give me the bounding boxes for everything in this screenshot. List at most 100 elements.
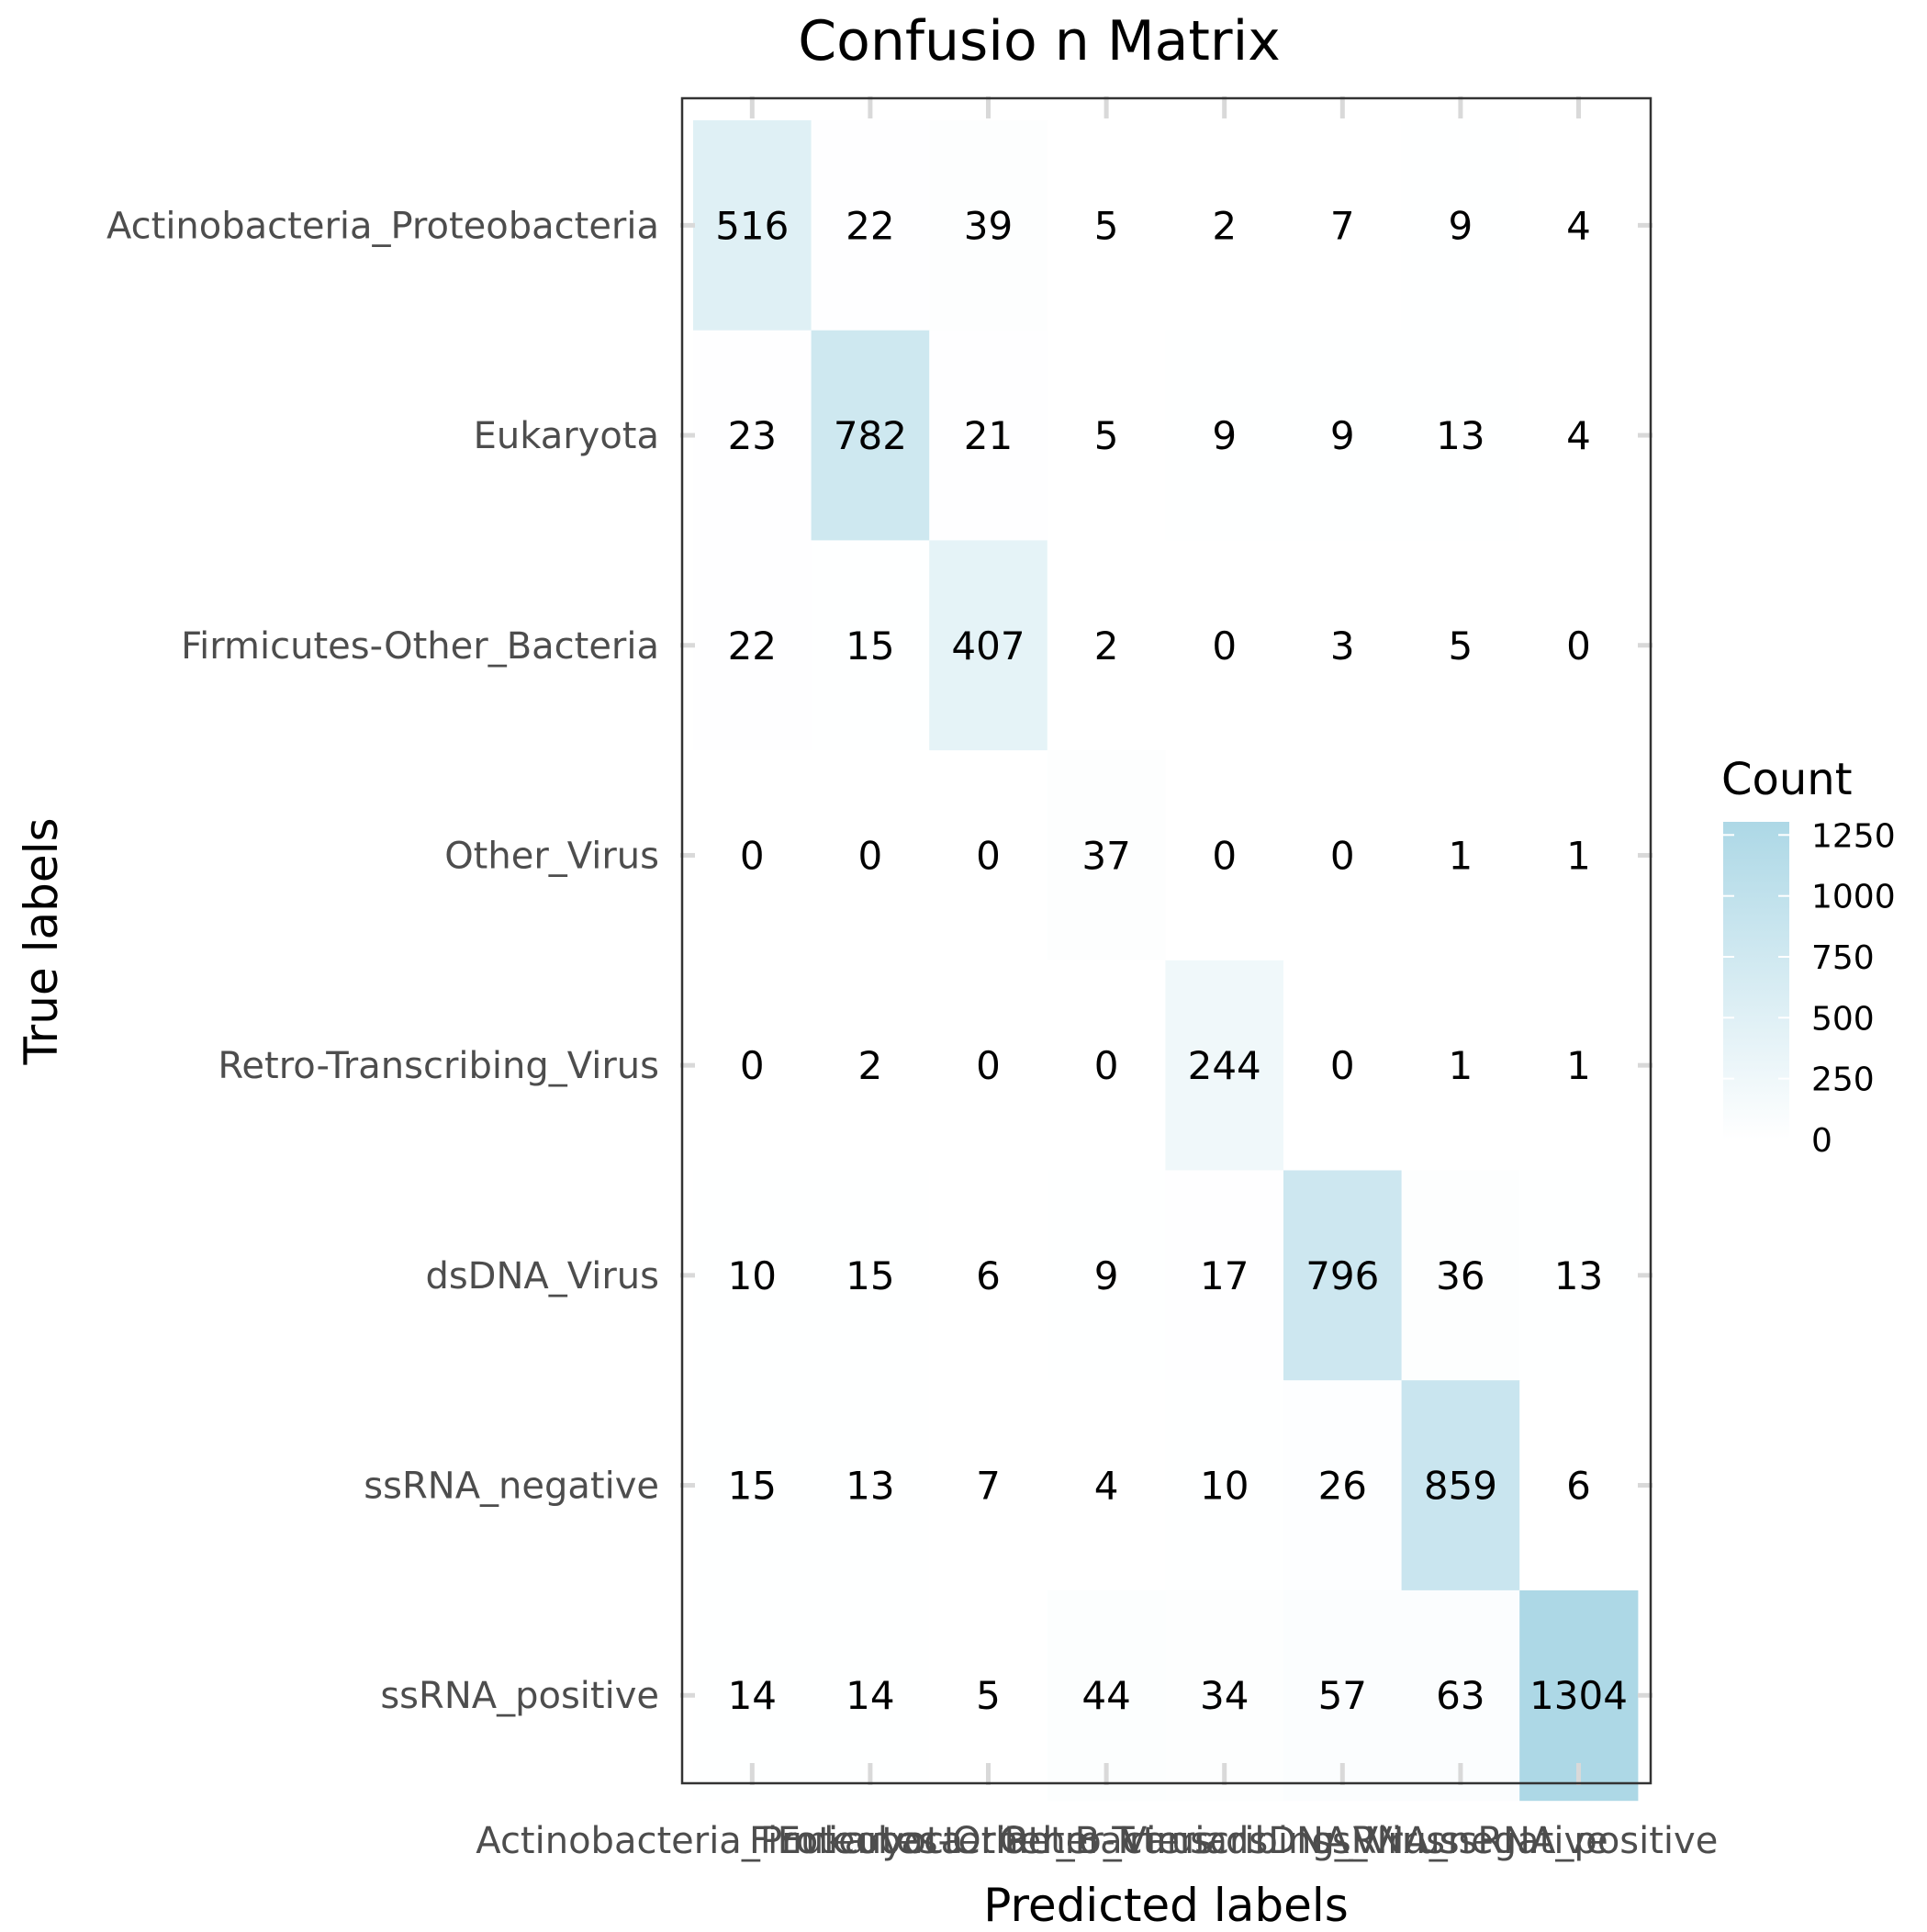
heatmap-cell (1401, 330, 1520, 541)
heatmap-cell (1401, 960, 1520, 1172)
cell-value-labels: 516 22 39 5 2 7 9 423 782 21 5 9 9 13 422 15 407 2 0 3 5 00 0 0… (715, 203, 1628, 1718)
cell-value-label: 5 (1094, 203, 1119, 248)
cell-value-label: 15 (846, 623, 894, 668)
y-axis-title: True labels (15, 817, 68, 1065)
legend-tick-label: 1000 (1811, 879, 1896, 916)
heatmap-cell (929, 120, 1048, 331)
legend-tick-label: 1250 (1811, 817, 1896, 855)
heatmap-cell (693, 1380, 812, 1591)
heatmap-cell (1283, 960, 1403, 1172)
cell-value-label: 796 (1305, 1253, 1379, 1298)
heatmap-cell (1401, 1170, 1520, 1381)
heatmap-cell (1283, 120, 1403, 331)
cell-value-label: 0 (1212, 833, 1237, 878)
cell-value-label: 0 (858, 833, 883, 878)
cell-value-label: 21 (964, 413, 1013, 458)
heatmap-cell (1283, 750, 1403, 961)
heatmap-cell (811, 750, 930, 961)
heatmap-cell (929, 540, 1048, 751)
cell-value-label: 9 (1330, 413, 1355, 458)
cell-value-label: 1 (1449, 833, 1473, 878)
heatmap-cell (693, 960, 812, 1172)
heatmap-cell (1165, 960, 1284, 1172)
cell-value-label: 0 (1566, 623, 1591, 668)
x-tick-label: dsDNA_Virus (1226, 1820, 1460, 1862)
chart-title: Confusio n Matrix (798, 9, 1281, 73)
cell-value-label: 10 (728, 1253, 777, 1298)
x-tick-label: Eukaryota (778, 1820, 963, 1862)
cell-value-label: 23 (728, 413, 777, 458)
heatmap-cell (1283, 330, 1403, 541)
cell-value-label: 7 (976, 1464, 1001, 1509)
heatmap-cell (1283, 1380, 1403, 1591)
y-tick-label: Firmicutes-Other_Bacteria (181, 625, 659, 668)
cell-value-label: 0 (976, 833, 1001, 878)
heatmap-cell (929, 1380, 1048, 1591)
y-tick-label: ssRNA_negative (364, 1466, 659, 1508)
cell-value-label: 2 (1094, 623, 1119, 668)
heatmap-cell (1047, 750, 1166, 961)
heatmap-cell (1165, 330, 1284, 541)
cell-value-label: 4 (1094, 1464, 1119, 1509)
heatmap-cell (1047, 120, 1166, 331)
heatmap-cell (929, 330, 1048, 541)
heatmap-cell (1519, 1170, 1639, 1381)
x-tick-label: Actinobacteria_Proteobacteria (476, 1820, 1028, 1862)
heatmap-cell (1519, 750, 1639, 961)
cell-value-label: 0 (976, 1043, 1001, 1088)
heatmap-cell (1283, 1170, 1403, 1381)
heatmap-cell (1401, 120, 1520, 331)
heatmap-cell (811, 960, 930, 1172)
cell-value-label: 244 (1188, 1043, 1261, 1088)
cell-value-label: 782 (834, 413, 907, 458)
cell-value-label: 5 (976, 1673, 1001, 1718)
panel-border (680, 96, 1653, 1785)
cell-value-label: 407 (951, 623, 1025, 668)
cell-value-label: 63 (1436, 1673, 1484, 1718)
heatmap-cell (1519, 120, 1639, 331)
axis-ticks (680, 96, 1653, 1785)
heatmap-cell (1165, 1380, 1284, 1591)
cell-value-label: 859 (1424, 1464, 1497, 1509)
y-tick-label: Actinobacteria_Proteobacteria (106, 205, 659, 247)
cell-value-label: 9 (1449, 203, 1473, 248)
cell-value-label: 1 (1449, 1043, 1473, 1088)
x-axis-title: Predicted labels (983, 1879, 1349, 1927)
heatmap-cell (693, 750, 812, 961)
cell-value-label: 0 (1094, 1043, 1119, 1088)
cell-value-label: 10 (1200, 1464, 1249, 1509)
heatmap-cell (1047, 330, 1166, 541)
cell-value-label: 6 (976, 1253, 1001, 1298)
heatmap-cells (693, 120, 1639, 1802)
legend-title: Count (1721, 754, 1853, 805)
heatmap-cell (1165, 540, 1284, 751)
legend-tick-label: 500 (1811, 1000, 1875, 1038)
y-axis-tick-labels: Actinobacteria_Proteobacteria Eukaryota Fi… (106, 205, 659, 1717)
cell-value-label: 44 (1081, 1673, 1130, 1718)
heatmap-cell (1519, 1380, 1639, 1591)
cell-value-label: 36 (1436, 1253, 1484, 1298)
heatmap-cell (1165, 750, 1284, 961)
y-tick-label: Retro-Transcribing_Virus (218, 1045, 659, 1087)
heatmap-cell (1401, 1380, 1520, 1591)
cell-value-label: 5 (1449, 623, 1473, 668)
heatmap-cell (693, 330, 812, 541)
y-tick-label: Eukaryota (474, 415, 659, 457)
cell-value-label: 1304 (1529, 1673, 1628, 1718)
heatmap-cell (693, 540, 812, 751)
cell-value-label: 1 (1566, 1043, 1591, 1088)
cell-value-label: 2 (858, 1043, 883, 1088)
cell-value-label: 22 (728, 623, 777, 668)
x-tick-label: Firmicutes-Other_Bacteria (749, 1820, 1227, 1862)
heatmap-cell (1047, 1170, 1166, 1381)
heatmap-cell (929, 750, 1048, 961)
cell-value-label: 7 (1330, 203, 1355, 248)
cell-value-label: 9 (1094, 1253, 1119, 1298)
y-tick-label: Other_Virus (444, 835, 659, 877)
cell-value-label: 13 (1436, 413, 1484, 458)
cell-value-label: 5 (1094, 413, 1119, 458)
legend-ticks: 0 250 500 750 1000 1250 (1723, 817, 1896, 1160)
cell-value-label: 2 (1212, 203, 1237, 248)
heatmap-cell (1519, 960, 1639, 1172)
